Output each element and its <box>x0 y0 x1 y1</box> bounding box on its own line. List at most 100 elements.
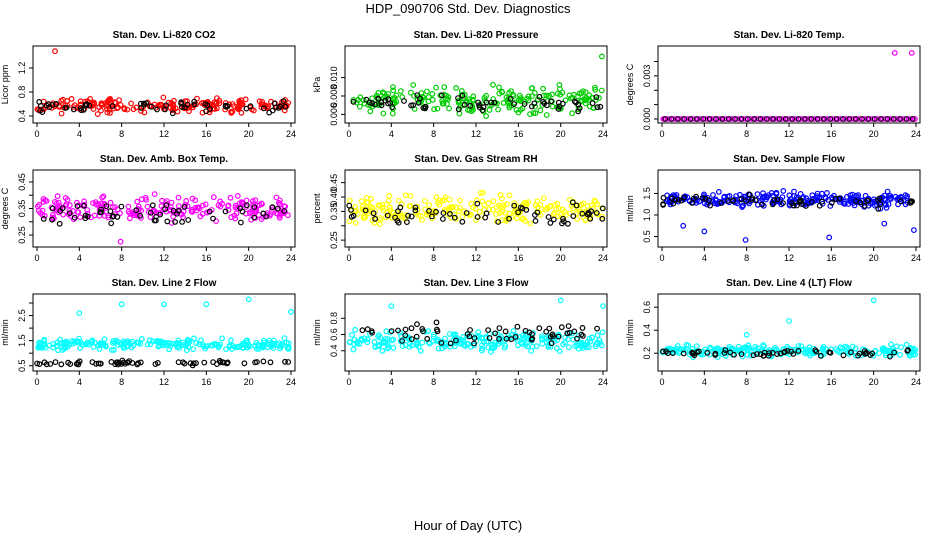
data-point <box>670 347 677 354</box>
data-point <box>806 344 813 351</box>
y-tick-label: 0.003 <box>642 65 652 88</box>
data-point <box>378 102 385 109</box>
data-point <box>580 88 586 95</box>
data-point <box>583 96 590 102</box>
data-point <box>745 342 752 349</box>
data-point <box>515 209 521 216</box>
data-point <box>594 325 600 332</box>
y-tick-label: 0.2 <box>642 347 652 360</box>
data-point <box>680 350 687 357</box>
data-point <box>488 348 494 355</box>
data-point <box>60 96 66 103</box>
data-point <box>742 237 749 243</box>
data-point <box>597 103 604 110</box>
x-tick-label: 24 <box>911 377 921 387</box>
data-point <box>769 201 776 208</box>
x-axis-title: Hour of Day (UTC) <box>413 518 523 533</box>
data-point <box>452 343 459 350</box>
data-point <box>284 345 291 351</box>
x-tick-label: 0 <box>34 377 39 387</box>
y-tick-label: 1.2 <box>17 62 27 75</box>
data-point <box>897 351 903 358</box>
data-point <box>64 196 71 203</box>
data-point <box>252 342 259 349</box>
data-point <box>406 203 413 210</box>
data-point <box>478 190 484 197</box>
points <box>34 48 292 117</box>
data-point <box>36 361 43 368</box>
data-point <box>566 329 573 336</box>
y-tick-label: 0.4 <box>17 110 27 123</box>
data-point <box>725 116 732 122</box>
y-tick-label: 0.5 <box>17 359 27 372</box>
data-point <box>543 328 550 335</box>
data-point <box>471 340 477 347</box>
data-point <box>243 337 250 344</box>
data-point <box>114 213 121 220</box>
data-point <box>471 335 478 342</box>
data-point <box>744 116 751 122</box>
data-point <box>847 197 853 204</box>
data-point <box>822 346 829 353</box>
data-point <box>824 189 830 196</box>
data-point <box>694 116 700 122</box>
data-point <box>555 333 562 340</box>
x-tick-label: 16 <box>513 129 523 139</box>
x-tick-label: 4 <box>702 253 707 263</box>
data-point <box>575 108 581 115</box>
data-point <box>122 360 129 367</box>
data-point <box>479 342 485 349</box>
y-tick-label: 0.40 <box>329 188 339 206</box>
data-point <box>911 346 917 352</box>
x-tick-label: 0 <box>346 377 351 387</box>
data-point <box>594 201 600 208</box>
data-point <box>222 208 229 215</box>
data-point <box>531 100 538 107</box>
data-point <box>573 202 580 209</box>
data-point <box>500 204 507 211</box>
data-point <box>704 201 710 208</box>
data-point <box>417 95 423 102</box>
data-point <box>715 346 721 353</box>
data-point <box>447 340 454 347</box>
data-point <box>859 116 865 122</box>
data-point <box>789 116 796 122</box>
x-tick-label: 24 <box>911 129 921 139</box>
data-point <box>280 98 287 104</box>
data-point <box>760 342 767 349</box>
data-point <box>752 344 759 350</box>
data-point <box>420 328 426 335</box>
data-point <box>75 361 82 368</box>
data-point <box>385 91 392 97</box>
data-point <box>70 106 77 113</box>
data-point <box>392 212 399 219</box>
data-point <box>366 99 373 106</box>
x-tick-label: 4 <box>702 129 707 139</box>
data-point <box>874 116 881 122</box>
data-point <box>157 338 164 345</box>
y-axis-label: ml/min <box>0 319 10 346</box>
data-point <box>757 116 764 122</box>
data-point <box>185 217 192 223</box>
data-point <box>99 194 106 201</box>
data-point <box>557 348 563 355</box>
data-point <box>755 345 761 352</box>
data-point <box>594 339 601 346</box>
data-point <box>349 332 355 338</box>
data-point <box>63 338 70 345</box>
data-point <box>411 93 418 99</box>
data-point <box>766 350 773 357</box>
data-point <box>696 198 703 205</box>
data-point <box>556 103 563 110</box>
data-point <box>384 212 391 219</box>
data-point <box>459 218 466 225</box>
data-point <box>260 358 267 365</box>
data-point <box>881 220 888 227</box>
data-point <box>722 347 729 354</box>
data-point <box>49 101 56 108</box>
data-point <box>791 188 797 195</box>
data-point <box>885 201 892 208</box>
data-point <box>266 337 273 344</box>
data-point <box>282 358 288 365</box>
